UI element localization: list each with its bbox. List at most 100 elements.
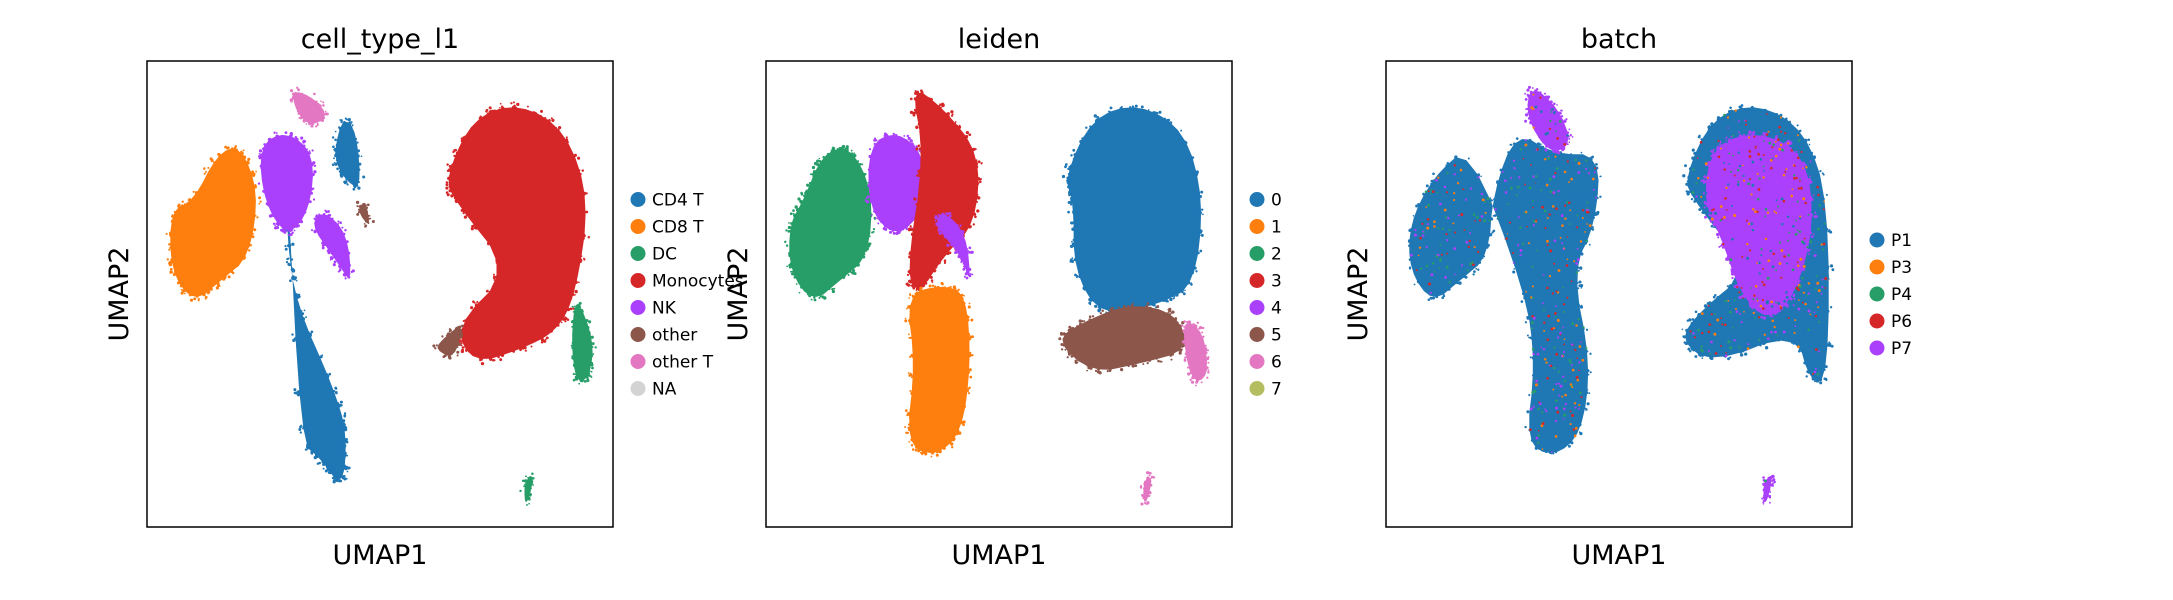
scatter-point [1778, 309, 1781, 313]
scatter-point [784, 240, 787, 244]
scatter-point [1739, 312, 1742, 316]
scatter-point [574, 373, 577, 376]
scatter-point [1473, 246, 1476, 249]
scatter-point [1717, 236, 1720, 239]
scatter-point [336, 406, 339, 408]
scatter-point [1198, 211, 1202, 215]
scatter-point [1753, 135, 1756, 138]
scatter-point [803, 204, 807, 208]
scatter-point [1552, 388, 1555, 391]
scatter-point [193, 297, 197, 301]
scatter-point [1700, 348, 1703, 352]
scatter-point [960, 257, 964, 261]
scatter-point [168, 248, 171, 251]
scatter-point [1178, 351, 1182, 355]
x-axis-label: UMAP1 [1572, 540, 1667, 571]
scatter-point [333, 475, 336, 478]
scatter-point [951, 123, 955, 127]
scatter-point [1563, 351, 1565, 353]
scatter-point [320, 455, 324, 460]
scatter-point [356, 212, 360, 216]
scatter-point [1697, 135, 1701, 139]
scatter-point [355, 200, 360, 205]
scatter-point [309, 186, 312, 188]
scatter-point [1537, 429, 1540, 432]
scatter-point [1419, 267, 1423, 270]
scatter-point [1098, 371, 1102, 375]
scatter-point [1751, 183, 1755, 187]
scatter-point [1552, 191, 1556, 194]
scatter-point [1066, 346, 1070, 349]
scatter-point [1148, 491, 1152, 495]
scatter-point [296, 390, 300, 394]
scatter-point [174, 260, 178, 264]
scatter-point [357, 208, 361, 211]
scatter-point [1577, 199, 1580, 203]
scatter-point [1819, 381, 1823, 385]
scatter-point [1568, 359, 1572, 362]
scatter-point [1783, 252, 1787, 256]
scatter-point [1780, 276, 1783, 279]
scatter-point [1443, 185, 1447, 189]
scatter-point [1484, 211, 1487, 214]
scatter-point [1456, 264, 1459, 267]
scatter-point [965, 374, 968, 378]
scatter-point [339, 231, 343, 235]
scatter-point [1729, 200, 1732, 203]
scatter-point [1573, 260, 1576, 263]
scatter-point [486, 289, 489, 293]
scatter-point [1768, 290, 1772, 294]
scatter-point [1073, 153, 1077, 157]
scatter-point [166, 258, 169, 261]
scatter-point [341, 239, 344, 243]
legend-marker [1869, 286, 1885, 302]
scatter-point [1130, 360, 1134, 364]
scatter-point [315, 358, 319, 362]
scatter-point [1502, 169, 1504, 171]
scatter-point [491, 109, 494, 112]
scatter-point [1591, 226, 1594, 229]
scatter-point [1825, 193, 1828, 196]
scatter-point [912, 339, 915, 342]
scatter-point [177, 205, 181, 209]
scatter-point [1555, 406, 1558, 410]
scatter-point [1578, 280, 1582, 284]
scatter-point [917, 173, 921, 177]
scatter-point [578, 305, 581, 308]
scatter-point [1488, 219, 1491, 222]
scatter-point [338, 476, 341, 479]
scatter-point [939, 106, 942, 109]
scatter-point [1805, 232, 1808, 235]
scatter-point [337, 413, 340, 416]
scatter-point [1546, 131, 1550, 135]
scatter-point [861, 163, 864, 166]
scatter-point [1789, 147, 1792, 150]
scatter-point [872, 227, 876, 231]
scatter-point [528, 502, 530, 505]
scatter-point [195, 193, 197, 195]
scatter-point [1781, 148, 1784, 152]
scatter-point [1813, 254, 1817, 257]
scatter-point [1570, 389, 1574, 392]
scatter-point [441, 346, 445, 349]
scatter-point [934, 265, 938, 269]
scatter-point [575, 378, 579, 381]
scatter-point [816, 163, 820, 167]
scatter-point [463, 215, 468, 219]
scatter-point [1586, 207, 1589, 210]
scatter-point [1570, 177, 1574, 181]
scatter-point [1128, 108, 1132, 112]
scatter-point [510, 102, 513, 105]
scatter-point [1745, 219, 1748, 222]
scatter-point [1524, 425, 1527, 429]
scatter-point [1712, 154, 1715, 157]
scatter-point [462, 212, 465, 215]
scatter-point [365, 220, 368, 223]
scatter-point [548, 121, 551, 124]
scatter-point [1774, 116, 1778, 121]
scatter-point [1590, 215, 1593, 218]
scatter-point [1134, 104, 1138, 108]
scatter-point [453, 154, 456, 158]
scatter-point [1563, 170, 1567, 174]
scatter-point [171, 219, 175, 222]
